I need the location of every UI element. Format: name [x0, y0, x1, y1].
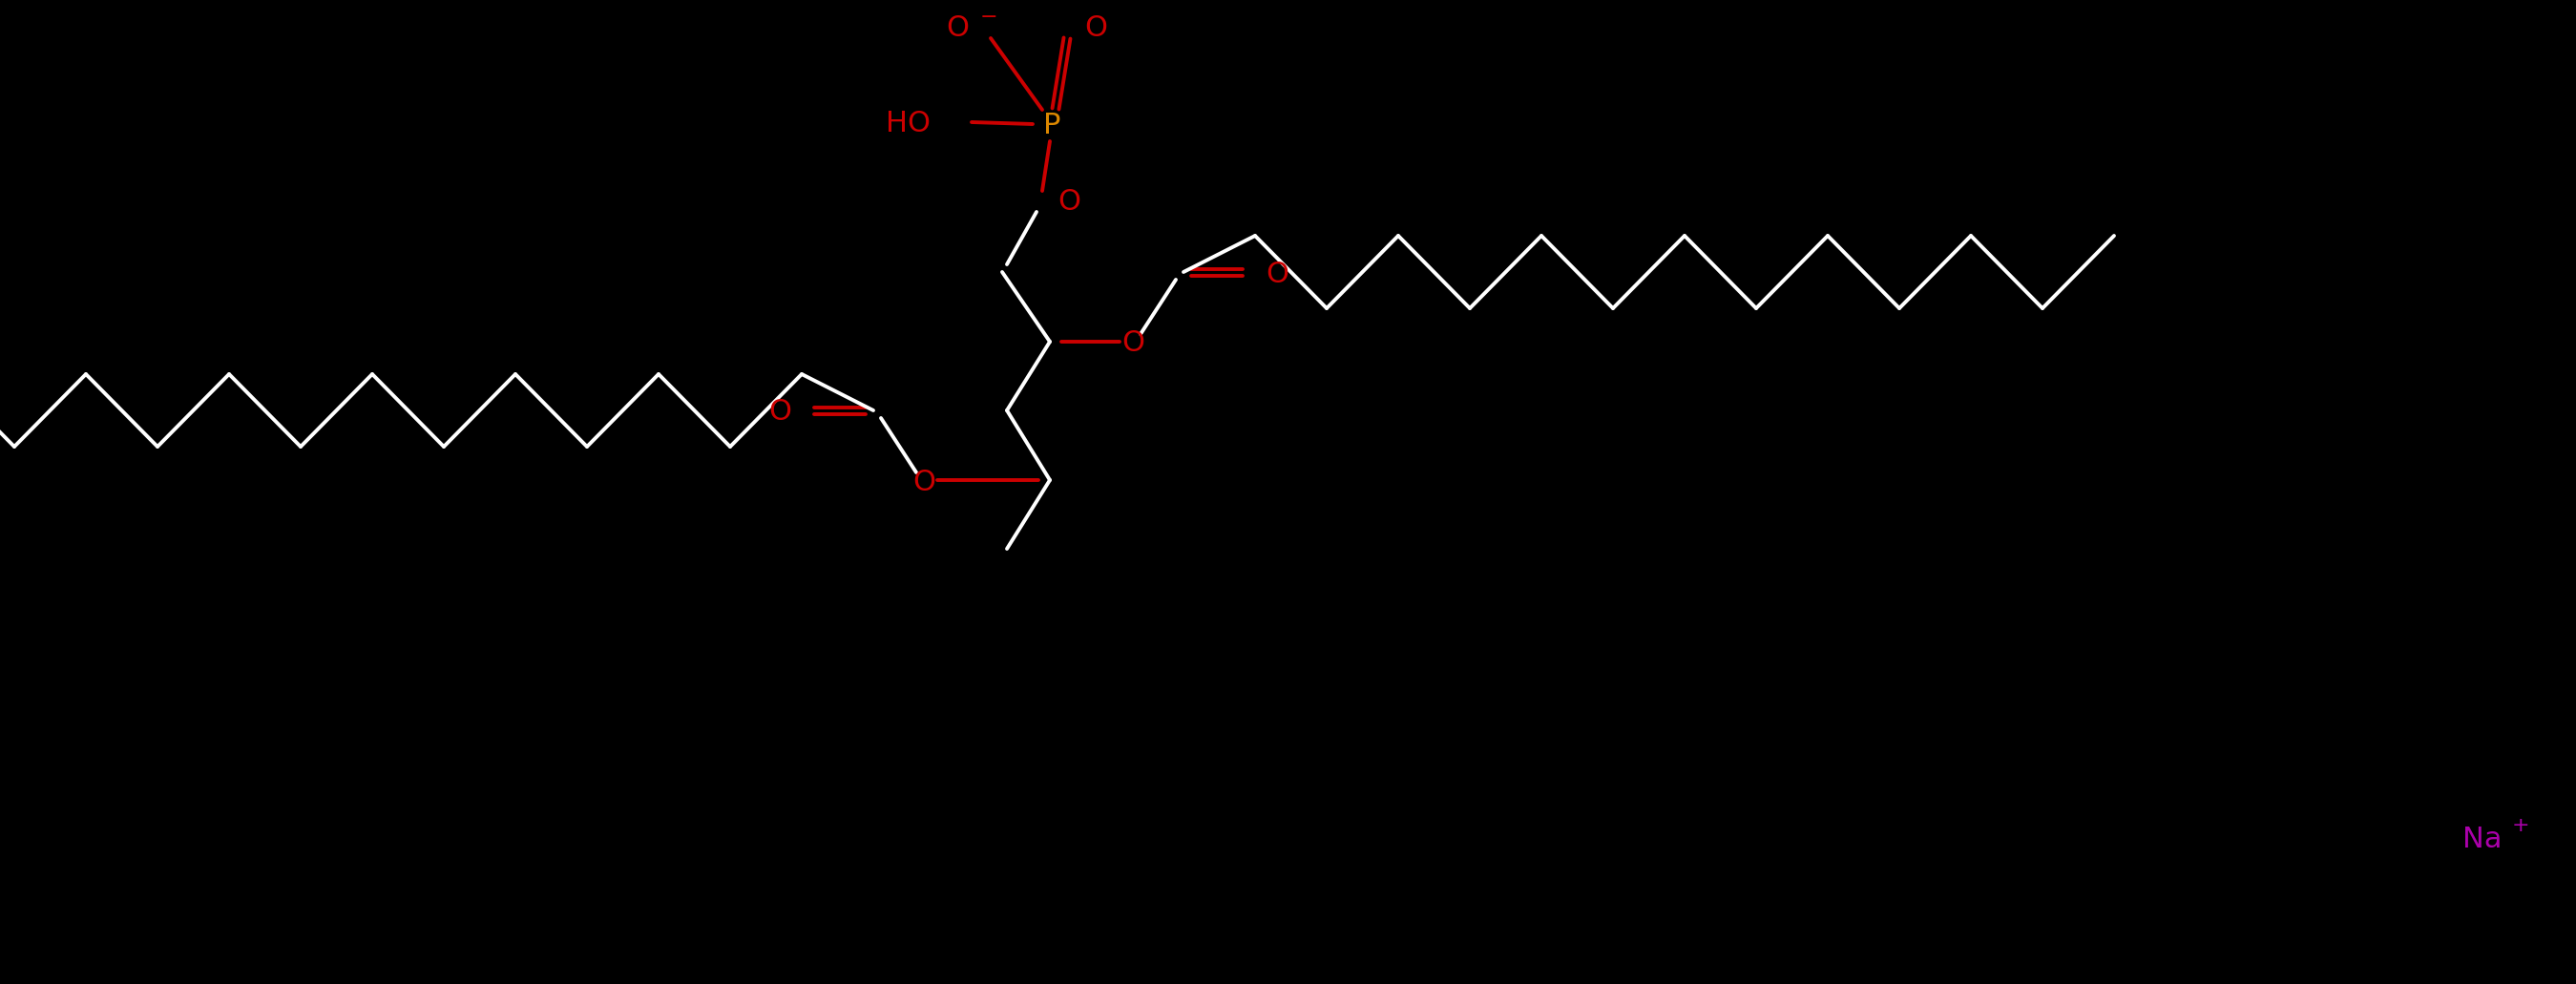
Text: O: O: [1059, 189, 1079, 216]
Text: O: O: [945, 15, 969, 42]
Text: O: O: [768, 399, 791, 426]
Text: P: P: [1043, 112, 1061, 140]
Text: O: O: [912, 468, 935, 496]
Text: O: O: [1121, 330, 1144, 357]
Text: +: +: [2512, 816, 2530, 835]
Text: O: O: [1265, 260, 1288, 287]
Text: −: −: [979, 8, 997, 27]
Text: Na: Na: [2463, 826, 2501, 854]
Text: HO: HO: [886, 110, 930, 138]
Text: O: O: [1084, 15, 1108, 42]
